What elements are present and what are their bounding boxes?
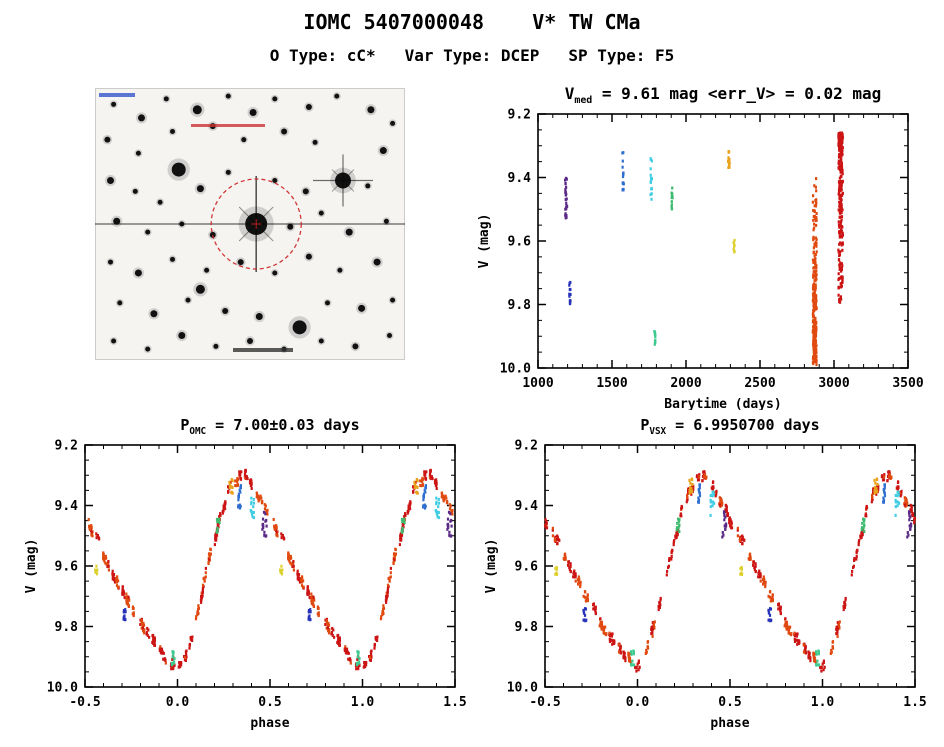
target-circle	[210, 178, 302, 270]
plot-axes: -0.5 0.0 0.5 1.0 1.5 9.2 9.4 9.6 9.8 10.0 phase V (…	[484, 439, 927, 732]
phase-vsx-title: PVSX = 6.9950700 days	[480, 414, 930, 437]
annotation-mark	[233, 348, 293, 352]
timeseries-plot: 1000 1500 2000 2500 3000 3500 9.2 9.4 9.6 9.8 10.0…	[477, 108, 924, 411]
timeseries-title-prefix: V	[564, 84, 575, 103]
svg-text:V (mag): V (mag)	[24, 539, 39, 594]
phase-omc-title-prefix: P	[180, 416, 190, 434]
svg-text:3500: 3500	[892, 376, 923, 391]
page-title: IOMC 5407000048 V* TW CMa	[303, 10, 641, 34]
svg-text:2000: 2000	[670, 376, 701, 391]
svg-text:9.2: 9.2	[515, 439, 538, 454]
svg-text:V (mag): V (mag)	[484, 539, 499, 594]
timeseries-title-rest: = 9.61 mag <err_V> = 0.02 mag	[592, 84, 882, 103]
timeseries-points	[564, 131, 844, 367]
svg-text:0.0: 0.0	[166, 695, 190, 710]
svg-text:9.2: 9.2	[508, 108, 531, 123]
svg-text:1.5: 1.5	[903, 695, 926, 710]
timeseries-title-sub: med	[574, 95, 593, 107]
phase-points	[544, 470, 916, 673]
finder-chart-image	[95, 88, 405, 360]
phase-omc-plot: -0.5 0.0 0.5 1.0 1.5 9.2 9.4 9.6 9.8 10.0 phase V (…	[24, 439, 467, 732]
page-subtitle: O Type: cC* Var Type: DCEP SP Type: F5	[269, 46, 675, 65]
annotation-mark	[99, 93, 135, 97]
svg-text:9.6: 9.6	[508, 235, 532, 250]
svg-text:9.4: 9.4	[508, 171, 532, 186]
svg-text:0.5: 0.5	[718, 695, 741, 710]
svg-text:phase: phase	[710, 716, 749, 731]
phase-omc-title: POMC = 7.00±0.03 days	[20, 414, 470, 437]
phase-omc-title-rest: = 7.00±0.03 days	[206, 416, 360, 434]
svg-text:1.0: 1.0	[811, 695, 835, 710]
svg-text:9.6: 9.6	[55, 560, 79, 575]
plot-axes: -0.5 0.0 0.5 1.0 1.5 9.2 9.4 9.6 9.8 10.0 phase V (…	[24, 439, 467, 732]
svg-text:1500: 1500	[596, 376, 627, 391]
svg-text:1000: 1000	[522, 376, 553, 391]
svg-text:3000: 3000	[818, 376, 849, 391]
svg-text:9.6: 9.6	[515, 560, 539, 575]
svg-text:1.5: 1.5	[443, 695, 466, 710]
finder-chart-panel	[95, 88, 405, 360]
svg-text:9.4: 9.4	[55, 499, 79, 514]
svg-text:phase: phase	[250, 716, 289, 731]
phase-points	[87, 468, 454, 671]
svg-text:9.8: 9.8	[515, 620, 539, 635]
phase-vsx-plot: -0.5 0.0 0.5 1.0 1.5 9.2 9.4 9.6 9.8 10.0 phase V (…	[484, 439, 927, 732]
annotation-mark	[191, 124, 265, 127]
svg-text:9.2: 9.2	[55, 439, 78, 454]
phase-vsx-title-sub: VSX	[649, 426, 667, 437]
svg-text:2500: 2500	[744, 376, 775, 391]
svg-text:10.0: 10.0	[47, 681, 78, 696]
timeseries-panel: Vmed = 9.61 mag <err_V> = 0.02 mag 1000 1…	[470, 82, 944, 412]
svg-text:-0.5: -0.5	[69, 695, 100, 710]
svg-text:9.4: 9.4	[515, 499, 539, 514]
svg-text:0.0: 0.0	[626, 695, 650, 710]
svg-text:0.5: 0.5	[258, 695, 281, 710]
svg-text:10.0: 10.0	[500, 362, 531, 377]
svg-text:9.8: 9.8	[508, 298, 532, 313]
svg-text:V (mag): V (mag)	[477, 214, 492, 269]
phase-omc-panel: POMC = 7.00±0.03 days -0.5 0.0 0.5 1.0 1.5 9.…	[20, 414, 470, 744]
svg-text:1.0: 1.0	[351, 695, 375, 710]
svg-text:-0.5: -0.5	[529, 695, 560, 710]
phase-vsx-title-rest: = 6.9950700 days	[666, 416, 820, 434]
svg-text:10.0: 10.0	[507, 681, 538, 696]
phase-omc-title-sub: OMC	[189, 426, 207, 437]
phase-vsx-panel: PVSX = 6.9950700 days -0.5 0.0 0.5 1.0 1.5 9.…	[480, 414, 930, 744]
plot-axes: 1000 1500 2000 2500 3000 3500 9.2 9.4 9.6 9.8 10.0…	[477, 108, 924, 411]
svg-text:Barytime (days): Barytime (days)	[664, 397, 781, 410]
phase-vsx-title-prefix: P	[640, 416, 650, 434]
timeseries-title: Vmed = 9.61 mag <err_V> = 0.02 mag	[470, 82, 944, 106]
svg-text:9.8: 9.8	[55, 620, 79, 635]
